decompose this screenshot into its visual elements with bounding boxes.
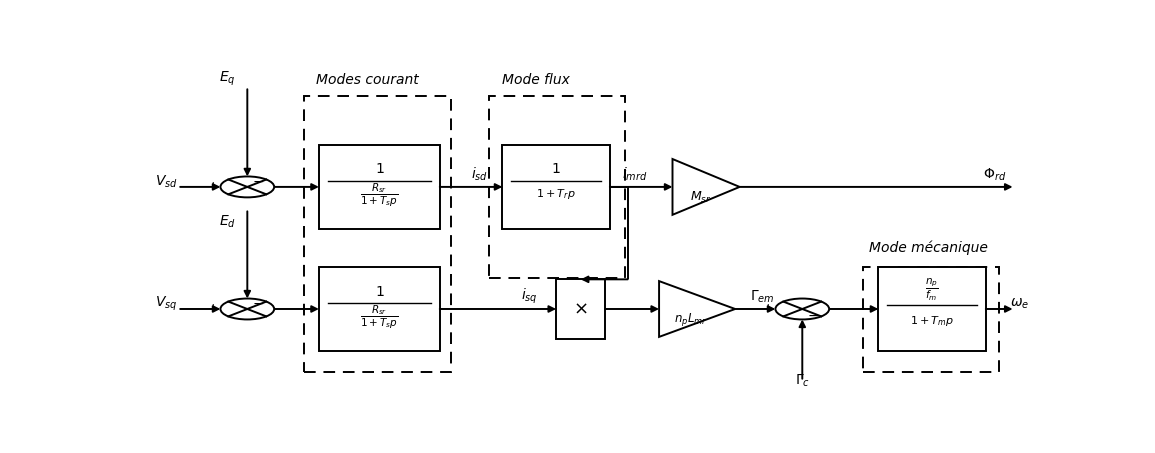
Text: $-$: $-$ <box>252 173 264 188</box>
Text: $M_{sr}$: $M_{sr}$ <box>690 190 711 205</box>
Bar <box>319 267 440 351</box>
Text: $+$: $+$ <box>207 303 218 315</box>
Text: $-$: $-$ <box>806 308 819 322</box>
Text: $+$: $+$ <box>207 180 218 193</box>
Text: Modes courant: Modes courant <box>316 73 419 87</box>
Text: $V_{sq}$: $V_{sq}$ <box>155 294 178 313</box>
Bar <box>319 145 440 229</box>
Polygon shape <box>660 281 735 337</box>
Polygon shape <box>672 159 739 215</box>
Text: $\Gamma_{em}$: $\Gamma_{em}$ <box>750 289 774 305</box>
Circle shape <box>775 299 829 319</box>
Text: $-$: $-$ <box>252 296 264 310</box>
Bar <box>863 267 999 372</box>
Text: $\dfrac{R_{sr}}{1+T_s p}$: $\dfrac{R_{sr}}{1+T_s p}$ <box>360 182 398 209</box>
Text: $1$: $1$ <box>374 163 385 177</box>
Text: $E_q$: $E_q$ <box>219 70 236 88</box>
Text: $\Gamma_c$: $\Gamma_c$ <box>795 372 810 389</box>
Text: $1$: $1$ <box>551 163 561 177</box>
Text: $+$: $+$ <box>761 303 773 315</box>
Text: $i_{sq}$: $i_{sq}$ <box>521 287 537 306</box>
Text: $\times$: $\times$ <box>573 300 588 318</box>
Text: $n_p L_{mr}$: $n_p L_{mr}$ <box>675 311 708 328</box>
Text: Mode mécanique: Mode mécanique <box>870 241 989 255</box>
Bar <box>556 280 605 339</box>
Text: $\dfrac{R_{sr}}{1+T_s p}$: $\dfrac{R_{sr}}{1+T_s p}$ <box>360 304 398 331</box>
Bar <box>489 96 625 278</box>
Bar <box>502 145 610 229</box>
Text: $1+T_m p$: $1+T_m p$ <box>910 314 954 328</box>
Text: Mode flux: Mode flux <box>502 73 571 87</box>
Text: $\omega_e$: $\omega_e$ <box>1011 297 1029 311</box>
Text: $V_{sd}$: $V_{sd}$ <box>155 173 178 190</box>
Bar <box>878 267 985 351</box>
Text: $i_{sd}$: $i_{sd}$ <box>471 166 489 183</box>
Text: $E_d$: $E_d$ <box>219 213 236 230</box>
Text: $1+T_r p$: $1+T_r p$ <box>536 187 576 201</box>
Text: $1$: $1$ <box>374 284 385 299</box>
Bar <box>304 96 452 372</box>
Circle shape <box>221 177 274 198</box>
Text: $\dfrac{n_p}{f_m}$: $\dfrac{n_p}{f_m}$ <box>925 277 939 303</box>
Circle shape <box>221 299 274 319</box>
Text: $\Phi_{rd}$: $\Phi_{rd}$ <box>983 167 1006 183</box>
Text: $i_{mrd}$: $i_{mrd}$ <box>623 166 648 183</box>
